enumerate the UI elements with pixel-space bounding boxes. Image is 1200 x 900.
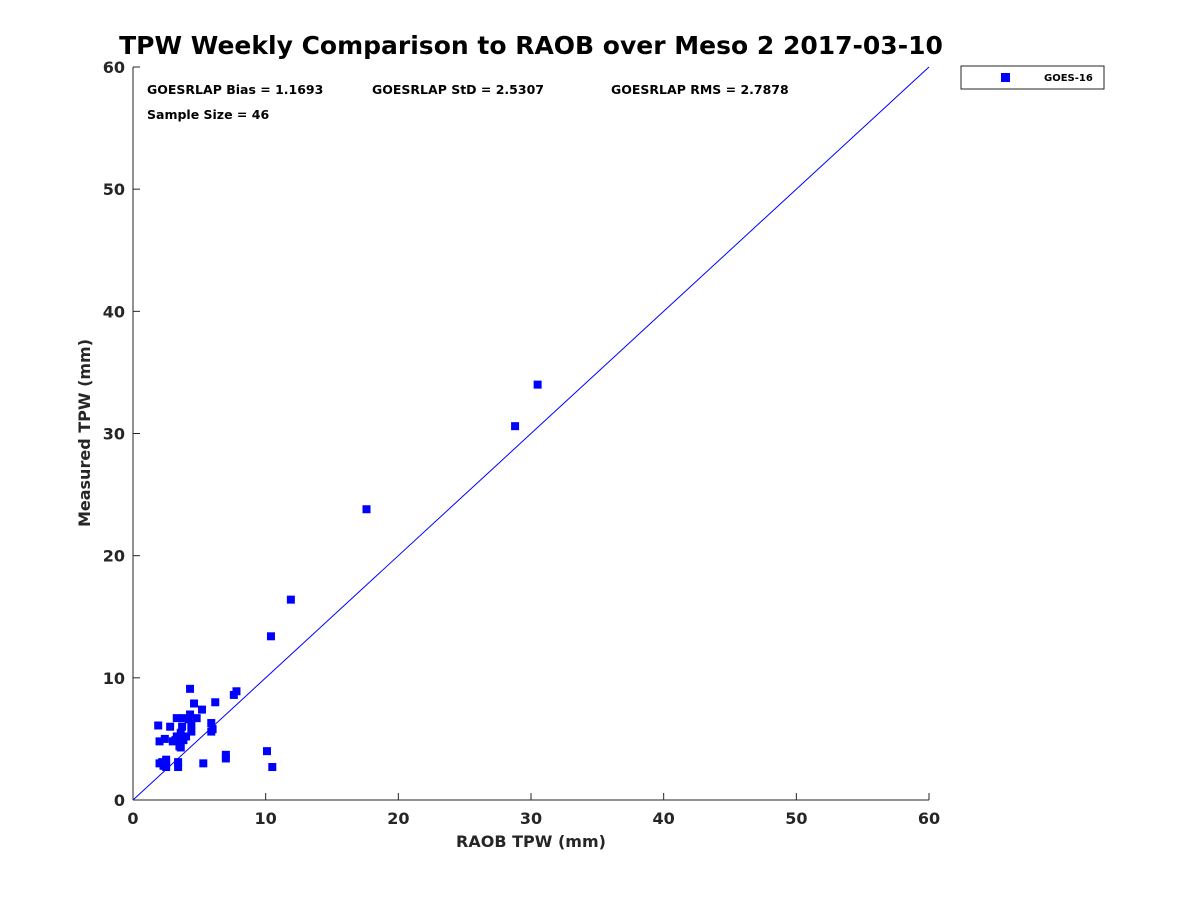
y-ticks: 0 10 20 30 40 50 60 (103, 58, 140, 810)
data-point (266, 632, 275, 641)
data-point (187, 720, 196, 729)
data-point (154, 721, 163, 730)
data-point (511, 422, 520, 431)
x-tick-label: 20 (387, 809, 409, 828)
data-point (192, 714, 201, 723)
stat-sample-size: Sample Size = 46 (147, 107, 269, 122)
y-tick-label: 0 (114, 791, 125, 810)
stat-std: GOESRLAP StD = 2.5307 (372, 82, 544, 97)
data-point (166, 722, 175, 731)
data-point (211, 698, 220, 707)
x-tick-label: 60 (918, 809, 940, 828)
data-point (286, 595, 295, 604)
data-point (262, 747, 271, 756)
y-axis-label: Measured TPW (mm) (75, 339, 94, 527)
data-point (187, 727, 196, 736)
data-point (171, 736, 180, 745)
data-point (207, 719, 216, 728)
y-tick-label: 20 (103, 547, 125, 566)
x-tick-label: 0 (127, 809, 138, 828)
data-point (178, 722, 187, 731)
data-point (160, 734, 169, 743)
x-ticks: 0 10 20 30 40 50 60 (127, 793, 940, 828)
y-tick-label: 60 (103, 58, 125, 77)
data-point (184, 715, 193, 724)
y-tick-label: 50 (103, 180, 125, 199)
chart-title: TPW Weekly Comparison to RAOB over Meso … (119, 31, 943, 60)
x-tick-label: 10 (255, 809, 277, 828)
one-to-one-line (132, 66, 930, 801)
x-tick-label: 30 (520, 809, 542, 828)
data-point (155, 737, 164, 746)
plot-area: 0 10 20 30 40 50 60 0 10 20 30 40 50 60 (103, 58, 940, 828)
data-point (176, 743, 185, 752)
y-tick-label: 40 (103, 302, 125, 321)
data-point (172, 714, 181, 723)
data-point (179, 714, 188, 723)
data-point (182, 732, 191, 741)
data-point (208, 725, 217, 734)
data-points (154, 380, 542, 772)
data-point (162, 763, 171, 772)
data-point (176, 728, 185, 737)
x-tick-label: 50 (785, 809, 807, 828)
data-point (197, 705, 206, 714)
x-axis-label: RAOB TPW (mm) (456, 832, 606, 851)
y-tick-label: 10 (103, 669, 125, 688)
stat-rms: GOESRLAP RMS = 2.7878 (611, 82, 789, 97)
data-point (199, 759, 208, 768)
legend-marker-square (1001, 73, 1010, 82)
x-tick-label: 40 (653, 809, 675, 828)
y-tick-label: 30 (103, 425, 125, 444)
data-point (533, 380, 542, 389)
data-point (186, 684, 195, 693)
data-point (174, 758, 183, 767)
data-point (158, 758, 167, 767)
data-point (362, 505, 371, 514)
data-point (186, 710, 195, 719)
legend: GOES-16 (960, 65, 1105, 90)
legend-box (960, 65, 1105, 90)
data-point (221, 750, 230, 759)
data-point (174, 763, 183, 772)
legend-entry-goes-16: GOES-16 (1044, 73, 1093, 84)
data-point (190, 699, 199, 708)
stats-annotations: GOESRLAP Bias = 1.1693 GOESRLAP StD = 2.… (147, 82, 789, 122)
data-point (268, 763, 277, 772)
stat-bias: GOESRLAP Bias = 1.1693 (147, 82, 323, 97)
data-point (232, 687, 241, 696)
